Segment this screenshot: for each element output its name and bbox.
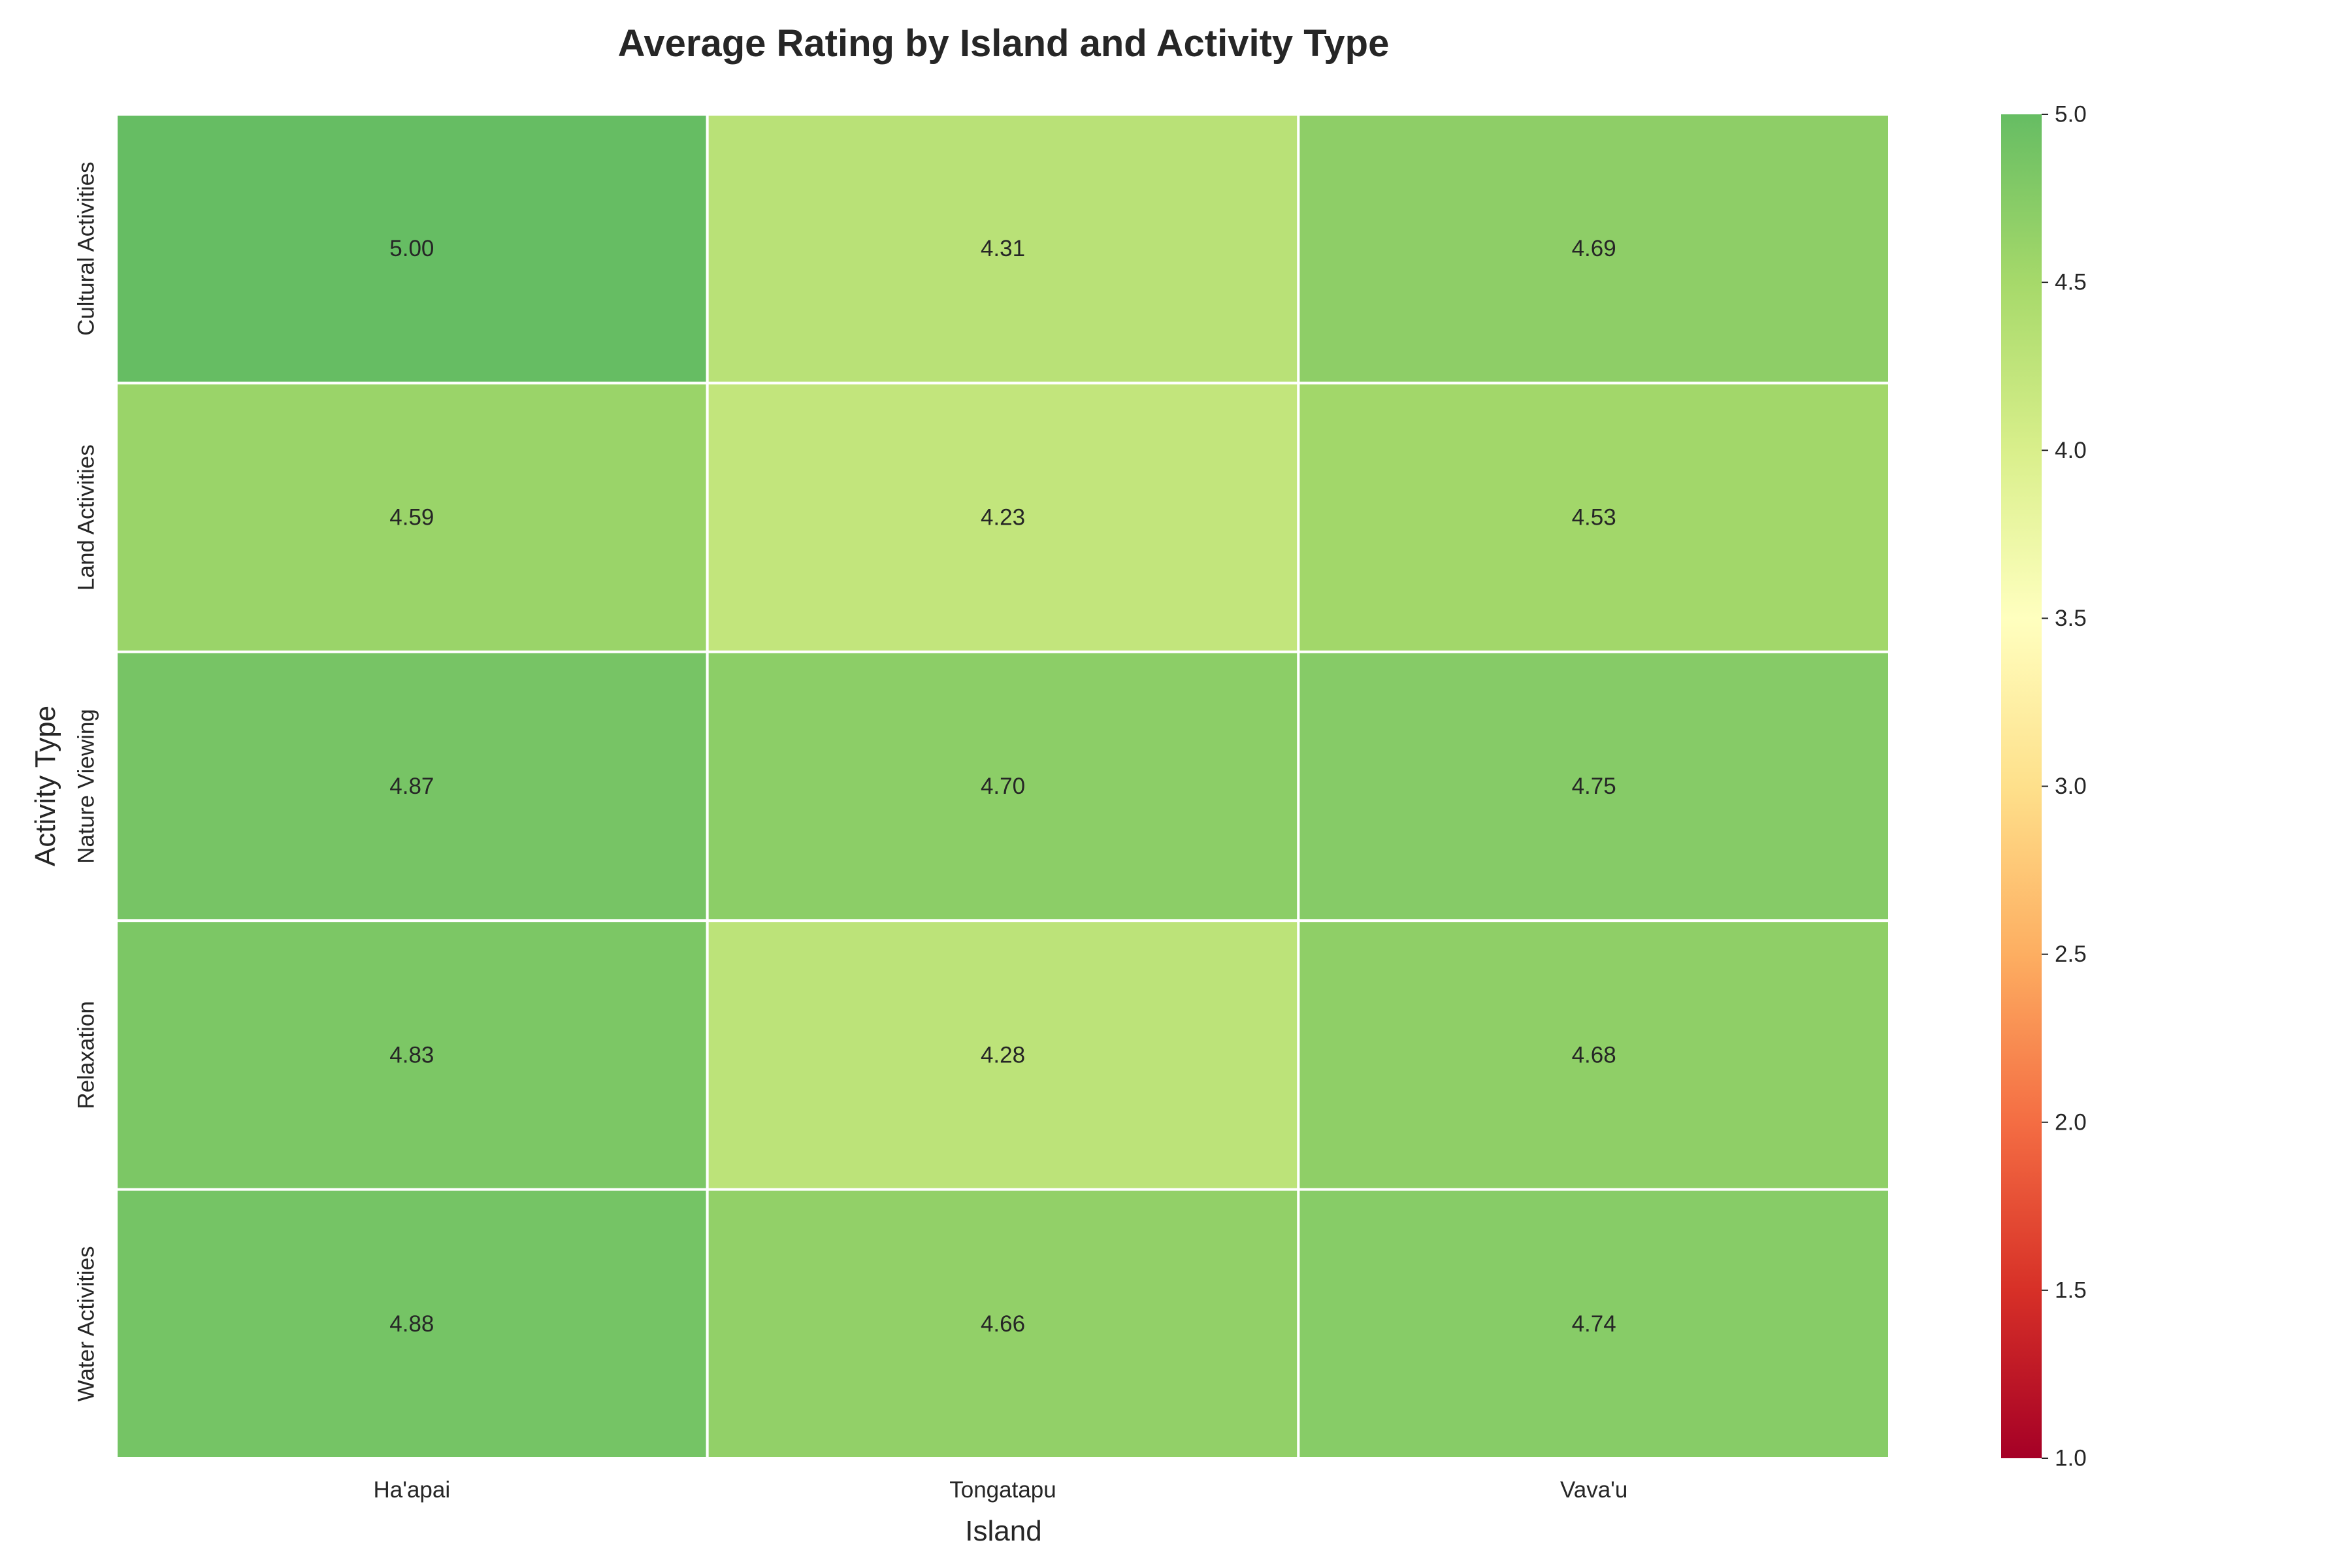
colorbar-tick-label: 2.0 <box>2055 1109 2087 1135</box>
cell-value-label: 4.28 <box>981 1042 1025 1068</box>
heatmap-cell <box>1297 919 1891 1191</box>
colorbar-tick-label: 2.5 <box>2055 941 2087 967</box>
heatmap-cell <box>1297 113 1891 385</box>
x-axis-ticks: Ha'apai Tongatapu Vava'u <box>374 1477 1628 1503</box>
x-tick-label: Vava'u <box>1560 1477 1627 1503</box>
colorbar-tick-label: 5.0 <box>2055 102 2087 127</box>
colorbar-ticks: 1.0 1.5 2.0 2.5 3.0 3.5 4.0 4.5 5.0 <box>2042 102 2087 1471</box>
y-tick-label: Water Activities <box>74 1246 99 1401</box>
colorbar-tick-label: 3.0 <box>2055 774 2087 799</box>
cell-value-label: 4.88 <box>389 1311 434 1337</box>
heatmap-cell <box>1297 1188 1891 1460</box>
x-tick-label: Ha'apai <box>374 1477 451 1503</box>
y-axis-ticks: Cultural Activities Land Activities Nature… <box>74 161 99 1401</box>
chart-title: Average Rating by Island and Activity Ty… <box>618 22 1390 65</box>
cell-value-label: 4.68 <box>1572 1042 1616 1068</box>
colorbar-tick-label: 1.5 <box>2055 1277 2087 1303</box>
cell-value-label: 4.23 <box>981 505 1025 531</box>
y-tick-label: Nature Viewing <box>74 709 99 864</box>
y-tick-label: Relaxation <box>74 1001 99 1109</box>
heatmap-cells <box>115 113 1891 1460</box>
cell-value-label: 4.83 <box>389 1042 434 1068</box>
heatmap-cell <box>706 382 1300 653</box>
y-tick-label: Cultural Activities <box>74 161 99 335</box>
cell-value-label: 4.66 <box>981 1311 1025 1337</box>
cell-value-label: 4.53 <box>1572 505 1616 531</box>
cell-value-label: 4.87 <box>389 774 434 799</box>
cell-value-label: 4.74 <box>1572 1311 1616 1337</box>
y-tick-label: Land Activities <box>74 444 99 591</box>
heatmap-cell <box>706 1188 1300 1460</box>
colorbar-tick-label: 3.5 <box>2055 606 2087 631</box>
heatmap-cell <box>706 113 1300 385</box>
x-axis-label: Island <box>965 1515 1041 1547</box>
cell-value-label: 4.69 <box>1572 236 1616 261</box>
y-axis-label: Activity Type <box>29 706 61 866</box>
heatmap-cell <box>115 382 709 653</box>
heatmap-cell <box>115 113 709 385</box>
colorbar-tick-label: 1.0 <box>2055 1446 2087 1471</box>
heatmap-cell <box>1297 382 1891 653</box>
heatmap-cell <box>706 650 1300 923</box>
colorbar-tick-label: 4.0 <box>2055 438 2087 463</box>
heatmap-cell <box>115 919 709 1191</box>
cell-value-label: 4.31 <box>981 236 1025 261</box>
cell-value-label: 5.00 <box>389 236 434 261</box>
x-tick-label: Tongatapu <box>949 1477 1056 1503</box>
cell-value-label: 4.70 <box>981 774 1025 799</box>
cell-value-label: 4.75 <box>1572 774 1616 799</box>
cell-value-label: 4.59 <box>389 505 434 531</box>
heatmap-cell <box>115 1188 709 1460</box>
colorbar-tick-label: 4.5 <box>2055 270 2087 295</box>
colorbar <box>2001 114 2042 1458</box>
cell-labels: 5.00 4.31 4.69 4.59 4.23 4.53 4.87 4.70 4.75 4.83… <box>389 236 1616 1337</box>
